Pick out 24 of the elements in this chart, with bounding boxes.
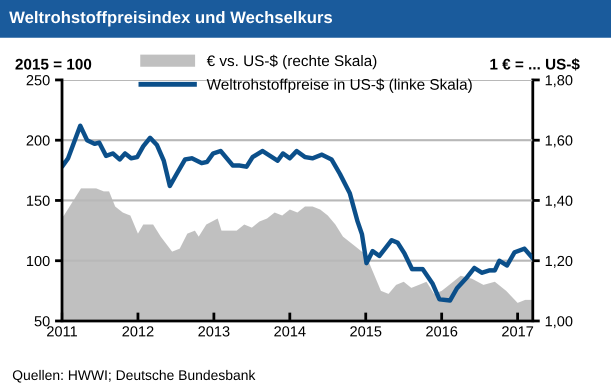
legend-label: Weltrohstoffpreise in US-$ (linke Skala) — [206, 78, 472, 93]
y2-tick-label: 1,20 — [546, 256, 572, 268]
x-tick-label: 2013 — [198, 326, 230, 337]
x-tick-label: 2016 — [426, 326, 458, 337]
y-tick-label: 50 — [34, 316, 50, 326]
y2-tick-label: 1,60 — [546, 135, 572, 148]
chart-title: Weltrohstoffpreisindex und Wechselkurs — [9, 10, 332, 26]
x-tick-label: 2017 — [502, 326, 534, 337]
y-tick-label: 200 — [26, 135, 50, 146]
x-tick-label: 2012 — [122, 326, 154, 337]
source-note: Quellen: HWWI; Deutsche Bundesbank — [12, 370, 256, 383]
line-series — [62, 124, 533, 303]
y-tick-label: 250 — [26, 75, 50, 86]
x-tick-label: 2011 — [47, 326, 77, 337]
legend-label: € vs. US-$ (rechte Skala) — [206, 54, 376, 70]
y-tick-label: 100 — [26, 256, 50, 266]
y-tick-label: 150 — [26, 196, 50, 206]
x-tick-label: 2014 — [274, 326, 306, 337]
x-tick-label: 2015 — [350, 326, 382, 337]
y2-tick-label: 1,80 — [546, 75, 572, 88]
y2-axis-title: 1 € = ... US-$ — [490, 58, 580, 71]
y-axis-title: 2015 = 100 — [15, 58, 92, 70]
y2-tick-label: 1,40 — [546, 196, 572, 208]
y2-tick-label: 1,00 — [546, 316, 572, 328]
